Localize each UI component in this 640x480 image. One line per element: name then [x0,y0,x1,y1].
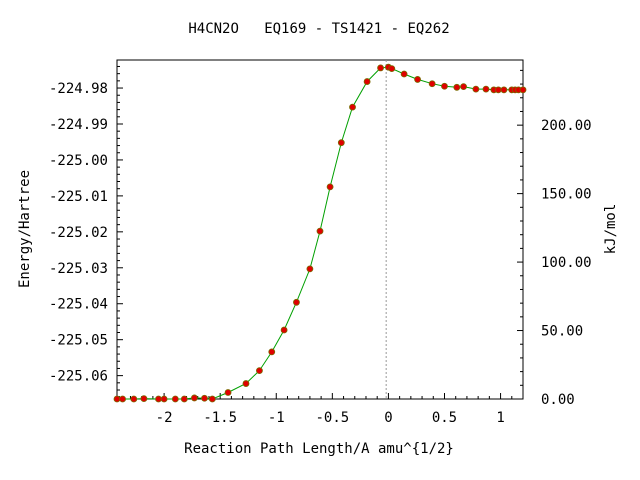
y-tick-label: -225.01 [49,189,108,205]
data-point-marker [414,76,421,83]
y2-tick-label: 150.00 [541,187,592,203]
y2-tick-label: 200.00 [541,118,592,134]
data-point-marker [400,70,408,78]
x-tick-label: 0.5 [432,410,457,426]
data-point-marker [171,395,179,403]
data-point-marker [453,83,461,91]
y-tick-label: -225.00 [49,153,108,169]
y-axis-label: Energy/Hartree [17,170,33,288]
data-point-marker [388,65,396,73]
data-point-marker [428,80,436,88]
y2-tick-label: 100.00 [541,255,592,271]
data-point-marker [119,395,127,403]
data-point-marker [482,85,490,93]
x-tick-label: -2 [156,410,173,426]
data-point-marker [441,82,448,90]
data-point-marker [337,139,345,147]
data-point-marker [377,64,384,72]
data-point-marker [363,78,371,85]
x-tick-label: 1 [496,410,504,426]
data-point-marker [460,83,467,91]
data-point-marker [224,389,232,396]
data-point-marker [256,367,263,375]
plot-frame [116,59,524,400]
data-point-marker [293,298,300,306]
y-tick-label: -225.05 [49,333,108,349]
data-point-marker [280,326,288,334]
data-point-marker [326,183,334,191]
data-point-marker [180,395,188,403]
y2-tick-label: 50.00 [541,324,583,340]
data-point-marker [160,395,168,403]
data-point-marker [208,395,216,403]
y-tick-label: -225.06 [49,369,108,385]
data-point-marker [306,265,314,273]
data-point-marker [500,86,508,94]
x-tick-label: 0 [384,410,392,426]
data-point-marker [140,395,148,403]
data-point-marker [494,86,502,94]
y-tick-label: -224.99 [49,117,108,133]
x-tick-label: -0.5 [315,410,349,426]
data-point-marker [113,395,121,403]
data-point-marker [155,395,162,403]
data-point-marker [201,394,208,402]
y2-axis-label: kJ/mol [603,204,619,255]
data-point-marker [242,380,250,387]
x-tick-label: -1.5 [203,410,237,426]
chart-title: H4CN2O EQ169 - TS1421 - EQ262 [188,21,449,37]
data-point-marker [519,86,527,94]
y-tick-label: -225.03 [49,261,108,277]
data-point-marker [268,348,276,356]
y-tick-label: -224.98 [49,81,108,97]
plot-area: -2 -1.5 -1 -0.5 0 0.5 1 -224.98 -224.99 -225.00 -2… [49,59,592,426]
data-point-marker [190,394,198,402]
data-point-marker [472,85,480,93]
y-tick-label: -225.02 [49,225,108,241]
data-point-marker [349,103,356,111]
x-axis-label: Reaction Path Length/A amu^{1/2} [184,441,454,457]
data-point-marker [316,227,324,235]
y-tick-label: -225.04 [49,297,108,313]
y2-tick-label: 0.00 [541,392,575,408]
x-tick-label: -1 [268,410,285,426]
data-point-marker [130,395,138,403]
